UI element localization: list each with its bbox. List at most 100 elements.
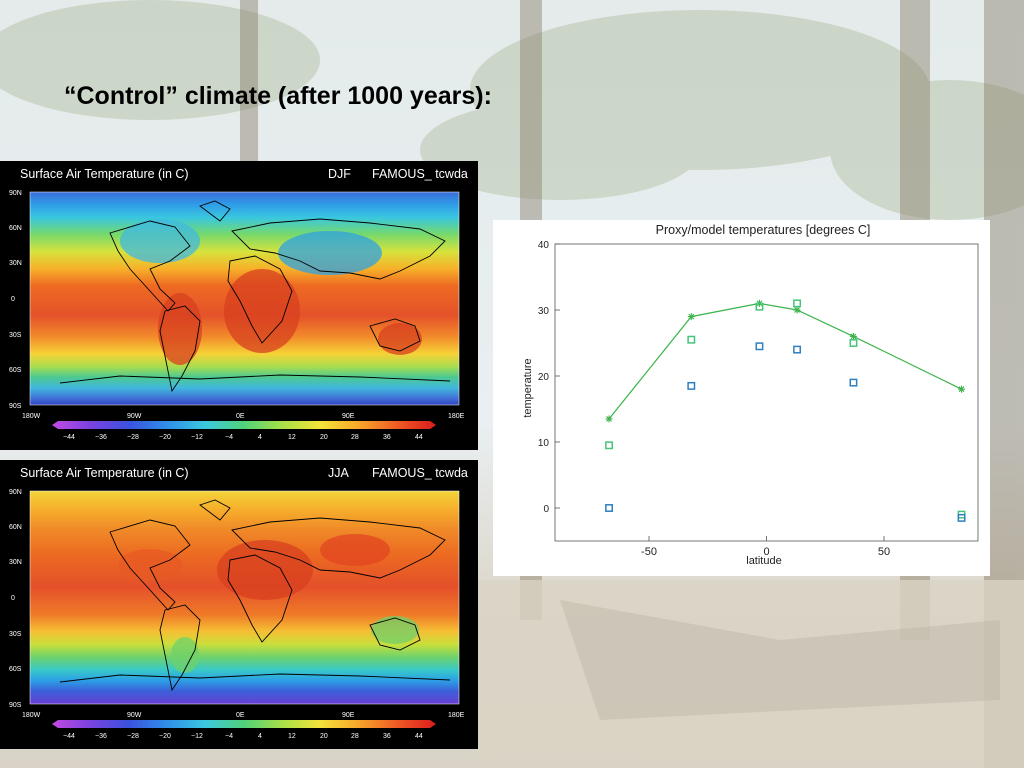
colorbar-label: 44 bbox=[415, 434, 423, 441]
lat-label: 90S bbox=[9, 702, 22, 709]
lon-label: 90E bbox=[342, 712, 355, 719]
proxy-blue-square bbox=[687, 381, 696, 390]
colorbar-label: −36 bbox=[95, 733, 107, 740]
model-star-point bbox=[793, 306, 801, 314]
y-tick-label: 0 bbox=[543, 504, 549, 515]
colorbar-label: 20 bbox=[320, 434, 328, 441]
lat-label: 90S bbox=[9, 403, 22, 410]
coastlines bbox=[59, 499, 451, 692]
proxy-blue-square bbox=[957, 513, 966, 522]
proxy-blue-square bbox=[755, 342, 764, 351]
proxy-green-square bbox=[687, 335, 696, 344]
y-tick-label: 30 bbox=[538, 306, 550, 317]
star-stroke bbox=[794, 307, 800, 313]
map-frame bbox=[29, 191, 460, 406]
chart-title: Proxy/model temperatures [degrees C] bbox=[656, 223, 871, 237]
lon-label: 0E bbox=[236, 413, 245, 420]
colorbar-label: −12 bbox=[191, 733, 203, 740]
proxy-green-square bbox=[755, 302, 764, 311]
proxy-green-square bbox=[849, 339, 858, 347]
lat-label: 90N bbox=[9, 190, 22, 197]
colorbar-label: 4 bbox=[258, 733, 262, 740]
lat-label: 30S bbox=[9, 332, 22, 339]
colorbar-label: 20 bbox=[320, 733, 328, 740]
proxy-blue-square bbox=[793, 345, 802, 354]
star-stroke bbox=[688, 313, 695, 320]
colorbar-label: 36 bbox=[383, 733, 391, 740]
lon-label: 180W bbox=[22, 712, 41, 719]
lat-label: 60S bbox=[9, 666, 22, 673]
colorbar bbox=[52, 720, 436, 728]
colorbar-label: −20 bbox=[159, 434, 171, 441]
colorbar-label: −36 bbox=[95, 434, 107, 441]
colorbar-label: −28 bbox=[127, 733, 139, 740]
lat-label: 30N bbox=[9, 559, 22, 566]
lon-label: 180E bbox=[448, 413, 465, 420]
proxy-green-square bbox=[793, 299, 802, 308]
lon-label: 90E bbox=[342, 413, 355, 420]
lat-label: 0 bbox=[11, 595, 15, 602]
colorbar-label: −12 bbox=[191, 434, 203, 441]
y-axis-label: temperature bbox=[522, 358, 534, 417]
model-line bbox=[608, 302, 962, 420]
map-frame bbox=[29, 490, 460, 705]
y-tick-label: 10 bbox=[538, 438, 550, 449]
lat-label: 60N bbox=[9, 524, 22, 531]
colorbar-label: −20 bbox=[159, 733, 171, 740]
x-tick-label: -50 bbox=[641, 546, 657, 558]
plot-area bbox=[554, 243, 979, 542]
colorbar-label: −28 bbox=[127, 434, 139, 441]
colorbar-label: −4 bbox=[225, 434, 233, 441]
map-djf-svg: Surface Air Temperature (in C) DJF FAMOU… bbox=[9, 167, 468, 441]
colorbar-label: 12 bbox=[288, 434, 296, 441]
lon-label: 180E bbox=[448, 712, 465, 719]
coastlines bbox=[59, 200, 451, 393]
chart-svg: Proxy/model temperatures [degrees C] lat… bbox=[522, 223, 979, 567]
map-model-label: FAMOUS_ tcwda bbox=[372, 466, 468, 480]
map-season: DJF bbox=[328, 167, 351, 181]
star-stroke bbox=[606, 416, 612, 422]
model-star-point bbox=[687, 313, 695, 321]
lat-label: 30S bbox=[9, 631, 22, 638]
lat-label: 0 bbox=[11, 296, 15, 303]
lon-label: 180W bbox=[22, 413, 41, 420]
x-tick-label: 50 bbox=[878, 546, 890, 558]
colorbar bbox=[52, 421, 436, 429]
lon-label: 90W bbox=[127, 413, 142, 420]
y-tick-label: 20 bbox=[538, 372, 550, 383]
star-stroke bbox=[958, 386, 965, 393]
colorbar-label: 28 bbox=[351, 434, 359, 441]
map-panel-djf: Surface Air Temperature (in C) DJF FAMOU… bbox=[0, 161, 478, 450]
lat-label: 60S bbox=[9, 367, 22, 374]
lat-label: 30N bbox=[9, 260, 22, 267]
lon-label: 0E bbox=[236, 712, 245, 719]
map-panel-jja: Surface Air Temperature (in C) JJA FAMOU… bbox=[0, 460, 478, 749]
proxy-model-chart: Proxy/model temperatures [degrees C] lat… bbox=[493, 220, 990, 576]
star-stroke bbox=[850, 333, 857, 340]
map-jja-svg: Surface Air Temperature (in C) JJA FAMOU… bbox=[9, 466, 468, 740]
proxy-green-square bbox=[605, 441, 613, 450]
y-tick-label: 40 bbox=[538, 240, 550, 251]
lat-label: 90N bbox=[9, 489, 22, 496]
model-star-point bbox=[605, 415, 613, 423]
colorbar-label: 28 bbox=[351, 733, 359, 740]
map-model-label: FAMOUS_ tcwda bbox=[372, 167, 468, 181]
x-tick-label: 0 bbox=[763, 546, 769, 558]
model-star-point bbox=[849, 332, 857, 340]
x-axis-label: latitude bbox=[746, 555, 781, 567]
land-anomalies bbox=[120, 219, 422, 365]
colorbar-label: 12 bbox=[288, 733, 296, 740]
slide-title: “Control” climate (after 1000 years): bbox=[64, 82, 492, 110]
colorbar-label: 4 bbox=[258, 434, 262, 441]
lon-label: 90W bbox=[127, 712, 142, 719]
colorbar-label: −44 bbox=[63, 434, 75, 441]
proxy-blue-square bbox=[605, 504, 613, 512]
map-title: Surface Air Temperature (in C) bbox=[20, 466, 189, 480]
lat-label: 60N bbox=[9, 225, 22, 232]
colorbar-label: 36 bbox=[383, 434, 391, 441]
colorbar-label: 44 bbox=[415, 733, 423, 740]
map-title: Surface Air Temperature (in C) bbox=[20, 167, 189, 181]
map-season: JJA bbox=[328, 466, 350, 480]
model-star-point bbox=[958, 385, 966, 393]
colorbar-label: −4 bbox=[225, 733, 233, 740]
